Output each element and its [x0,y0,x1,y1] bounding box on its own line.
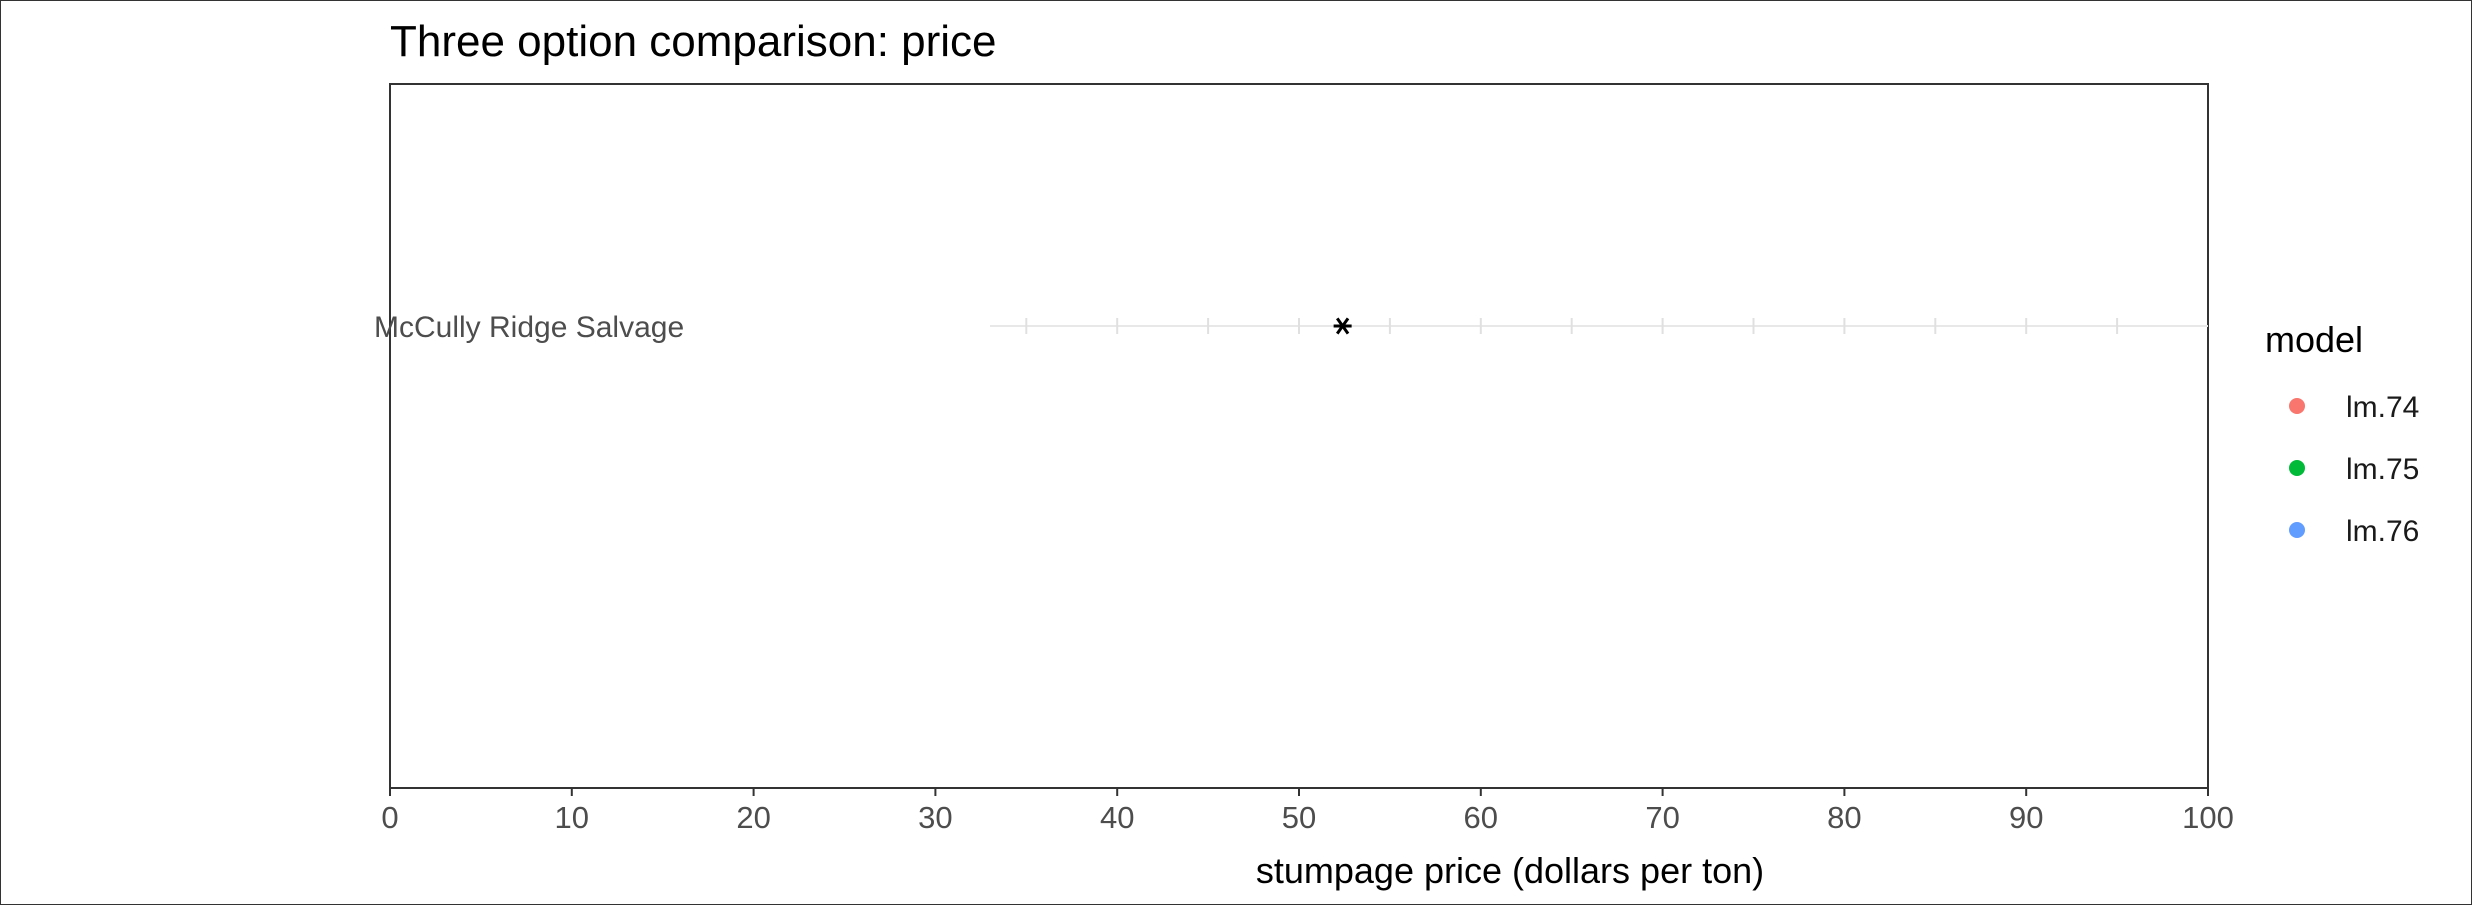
row-guides [990,318,2208,334]
legend-title: model [2265,319,2363,360]
x-tick-label: 100 [2182,800,2234,835]
legend: model lm.74 lm.75 lm.76 [2265,319,2419,548]
x-tick-label: 30 [918,800,952,835]
row-label: McCully Ridge Salvage [374,311,684,344]
x-tick-label: 70 [1645,800,1679,835]
data-rows: McCully Ridge Salvage [374,311,1352,344]
x-tick-label: 40 [1100,800,1134,835]
x-tick-label: 90 [2009,800,2043,835]
x-tick-label: 60 [1464,800,1498,835]
legend-label: lm.74 [2346,391,2419,424]
legend-key-dot [2289,460,2305,476]
x-tick-label: 10 [555,800,589,835]
x-axis-title: stumpage price (dollars per ton) [1256,850,1764,891]
panel-border [389,83,2209,789]
legend-label: lm.75 [2346,453,2419,486]
legend-label: lm.76 [2346,515,2419,548]
x-tick-label: 0 [381,800,398,835]
x-axis: 0 10 20 30 40 50 60 70 80 90 100 [381,787,2234,835]
legend-key-dot [2289,398,2305,414]
chart-title: Three option comparison: price [390,17,997,66]
point-marker-stroke [1336,317,1350,335]
legend-key-dot [2289,522,2305,538]
legend-entries: lm.74 lm.75 lm.76 [2289,391,2419,548]
point-marker-asterisk [1333,317,1352,335]
x-tick-label: 20 [736,800,770,835]
plot-panel [389,83,2209,789]
x-tick-label: 80 [1827,800,1861,835]
x-tick-label: 50 [1282,800,1316,835]
